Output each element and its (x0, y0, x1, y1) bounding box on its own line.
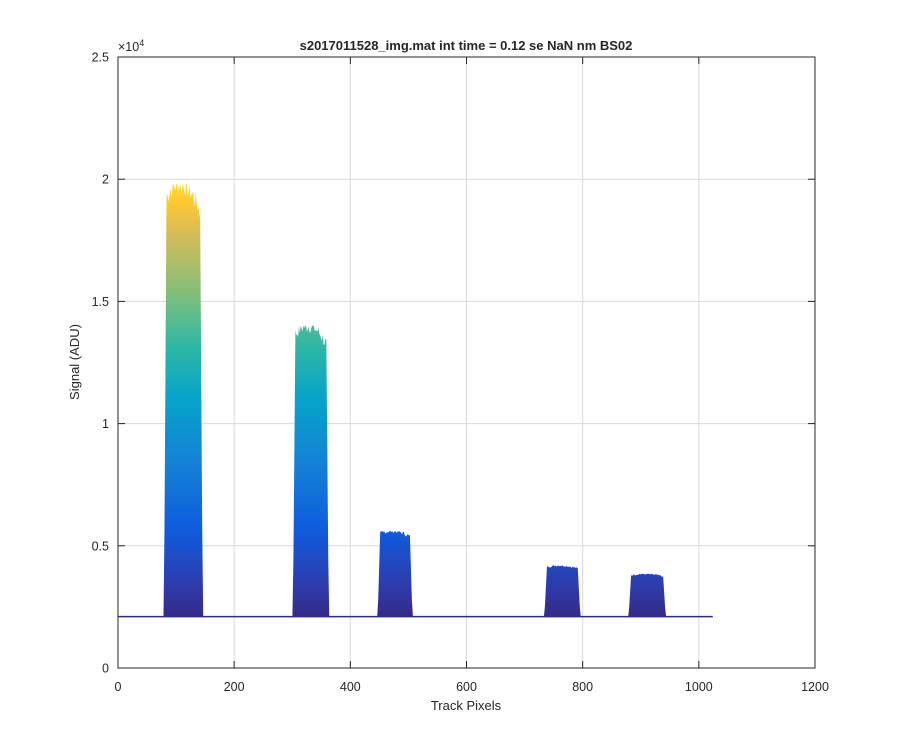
y-exponent-base: ×10 (118, 40, 139, 54)
y-tick-label: 1.5 (92, 295, 109, 309)
y-tick-label: 2 (102, 173, 109, 187)
x-tick-label: 400 (340, 680, 361, 694)
y-tick-label: 0 (102, 662, 109, 676)
peak-2 (292, 325, 330, 617)
grid-layer (118, 57, 815, 668)
x-tick-label: 1000 (685, 680, 713, 694)
y-tick-label: 2.5 (92, 51, 109, 65)
x-tick-label: 1200 (801, 680, 829, 694)
y-tick-label: 1 (102, 417, 109, 431)
peaks-layer (118, 184, 713, 618)
y-exponent-power: 4 (139, 38, 144, 48)
peak-5 (628, 573, 667, 617)
peak-1 (163, 184, 204, 617)
peak-3 (377, 531, 413, 617)
y-axis-label: Signal (ADU) (67, 324, 82, 400)
x-tick-label: 0 (115, 680, 122, 694)
x-tick-label: 200 (224, 680, 245, 694)
x-tick-label: 600 (456, 680, 477, 694)
chart-title: s2017011528_img.mat int time = 0.12 se N… (300, 38, 633, 53)
y-exponent-label: ×104 (118, 38, 144, 54)
x-axis-label: Track Pixels (431, 698, 502, 713)
peak-4 (543, 565, 581, 617)
ticks-layer: 0 200 400 600 800 1000 1200 0 0.5 1 1.5 2 2.5 (92, 51, 829, 695)
y-tick-label: 0.5 (92, 539, 109, 553)
x-tick-label: 800 (572, 680, 593, 694)
